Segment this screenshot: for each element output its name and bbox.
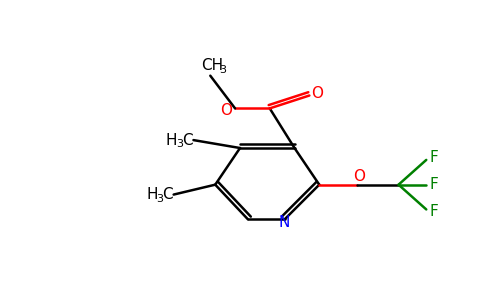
- Text: 3: 3: [220, 65, 227, 75]
- Text: O: O: [311, 86, 323, 101]
- Text: N: N: [279, 215, 290, 230]
- Text: O: O: [353, 169, 365, 184]
- Text: H: H: [146, 187, 158, 202]
- Text: F: F: [430, 177, 439, 192]
- Text: C: C: [162, 187, 173, 202]
- Text: O: O: [220, 103, 232, 118]
- Text: 3: 3: [156, 194, 163, 203]
- Text: F: F: [430, 150, 439, 165]
- Text: C: C: [182, 133, 193, 148]
- Text: 3: 3: [176, 139, 183, 149]
- Text: F: F: [430, 204, 439, 219]
- Text: CH: CH: [201, 58, 223, 73]
- Text: H: H: [166, 133, 178, 148]
